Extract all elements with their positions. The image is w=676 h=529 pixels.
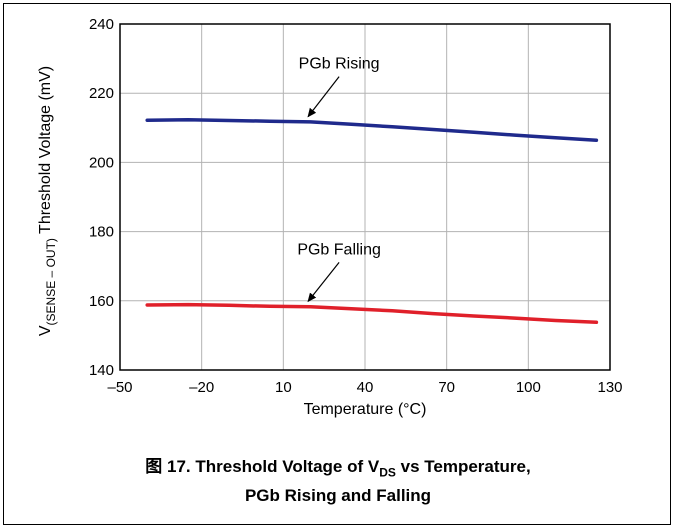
- x-tick-label: 70: [438, 379, 455, 396]
- figure-frame: [3, 3, 671, 525]
- annotation-label-1: PGb Falling: [297, 241, 381, 258]
- x-axis-title: Temperature (°C): [304, 401, 427, 418]
- x-tick-label: –20: [189, 379, 214, 396]
- caption-prefix: 图 17. Threshold Voltage of V: [145, 457, 380, 476]
- x-tick-label: –50: [107, 379, 132, 396]
- y-axis-title: V(SENSE – OUT) Threshold Voltage (mV): [37, 66, 58, 336]
- y-tick-label: 160: [89, 293, 114, 310]
- y-tick-label: 200: [89, 154, 114, 171]
- annotation-arrow-1: [307, 261, 340, 303]
- y-tick-label: 180: [89, 224, 114, 241]
- caption-subscript: DS: [379, 465, 396, 480]
- caption-line-1: 图 17. Threshold Voltage of VDS vs Temper…: [0, 455, 676, 484]
- series-line-0: [145, 118, 599, 143]
- x-tick-label: 40: [357, 379, 374, 396]
- annotation-arrow-0: [307, 76, 340, 118]
- figure-caption: 图 17. Threshold Voltage of VDS vs Temper…: [0, 455, 676, 508]
- y-axis-title-rest: Threshold Voltage (mV): [37, 66, 54, 238]
- annotation-label-0: PGb Rising: [299, 56, 380, 73]
- y-tick-label: 220: [89, 85, 114, 102]
- caption-line1-rest: vs Temperature,: [395, 457, 531, 476]
- series: [145, 118, 599, 325]
- series-line-1: [145, 302, 599, 325]
- x-tick-label: 130: [597, 379, 622, 396]
- y-tick-label: 240: [89, 16, 114, 33]
- x-tick-label: 10: [275, 379, 292, 396]
- y-tick-label: 140: [89, 362, 114, 379]
- tick-labels: –50 –20 10 40 70 100 130 140 160 180 200 220 240: [89, 16, 623, 396]
- grid: [120, 24, 610, 370]
- threshold-voltage-chart: –50 –20 10 40 70 100 130 140 160 180 200 220 240 PGb…: [37, 16, 623, 418]
- y-axis-title-main: V: [37, 325, 54, 336]
- x-tick-label: 100: [516, 379, 541, 396]
- plot-area: [119, 23, 611, 371]
- y-axis-title-subscript: (SENSE – OUT): [44, 238, 58, 325]
- caption-line-2: PGb Rising and Falling: [244, 486, 432, 506]
- annotations: PGb Rising PGb Falling: [297, 56, 381, 303]
